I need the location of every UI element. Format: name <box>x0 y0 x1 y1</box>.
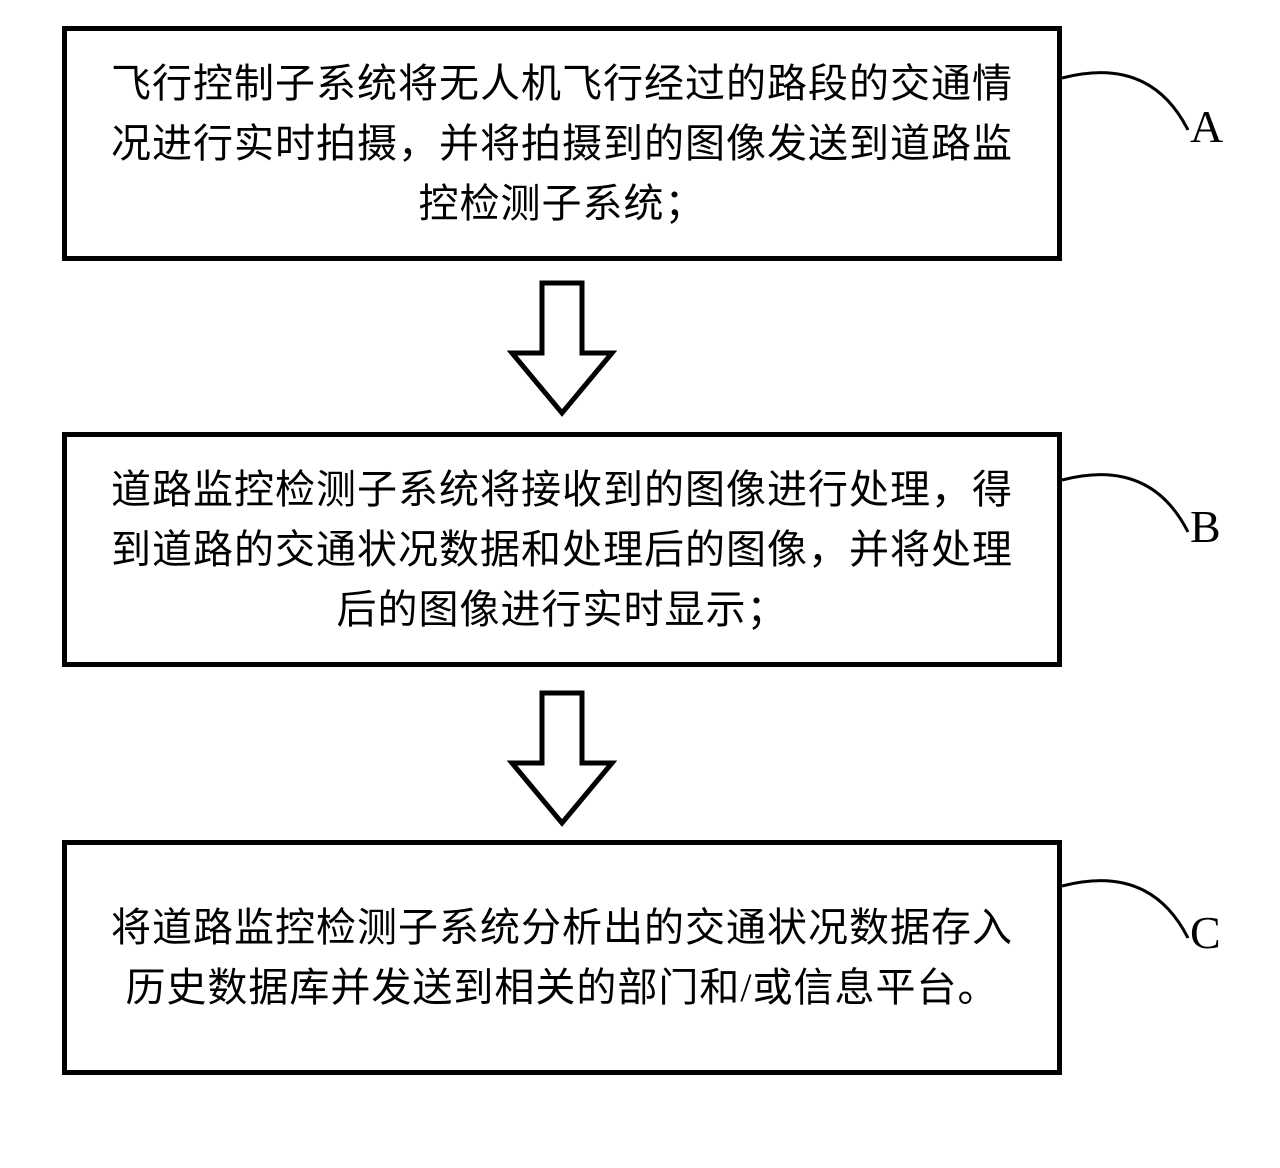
flow-step-c: 将道路监控检测子系统分析出的交通状况数据存入历史数据库并发送到相关的部门和/或信… <box>62 840 1062 1075</box>
label-connector <box>1042 35 1208 150</box>
flow-arrow <box>62 688 1062 828</box>
flow-step-text: 道路监控检测子系统将接收到的图像进行处理，得到道路的交通状况数据和处理后的图像，… <box>95 460 1029 640</box>
flow-arrow <box>62 278 1062 418</box>
flow-step-text: 飞行控制子系统将无人机飞行经过的路段的交通情况进行实时拍摄，并将拍摄到的图像发送… <box>95 54 1029 234</box>
label-connector <box>1042 843 1208 958</box>
flow-step-label: B <box>1190 500 1221 553</box>
flowchart-canvas: 飞行控制子系统将无人机飞行经过的路段的交通情况进行实时拍摄，并将拍摄到的图像发送… <box>0 0 1280 1168</box>
flow-step-text: 将道路监控检测子系统分析出的交通状况数据存入历史数据库并发送到相关的部门和/或信… <box>95 898 1029 1018</box>
label-connector <box>1042 437 1208 552</box>
flow-step-a: 飞行控制子系统将无人机飞行经过的路段的交通情况进行实时拍摄，并将拍摄到的图像发送… <box>62 26 1062 261</box>
flow-step-label: C <box>1190 906 1221 959</box>
flow-step-label: A <box>1190 100 1223 153</box>
flow-step-b: 道路监控检测子系统将接收到的图像进行处理，得到道路的交通状况数据和处理后的图像，… <box>62 432 1062 667</box>
